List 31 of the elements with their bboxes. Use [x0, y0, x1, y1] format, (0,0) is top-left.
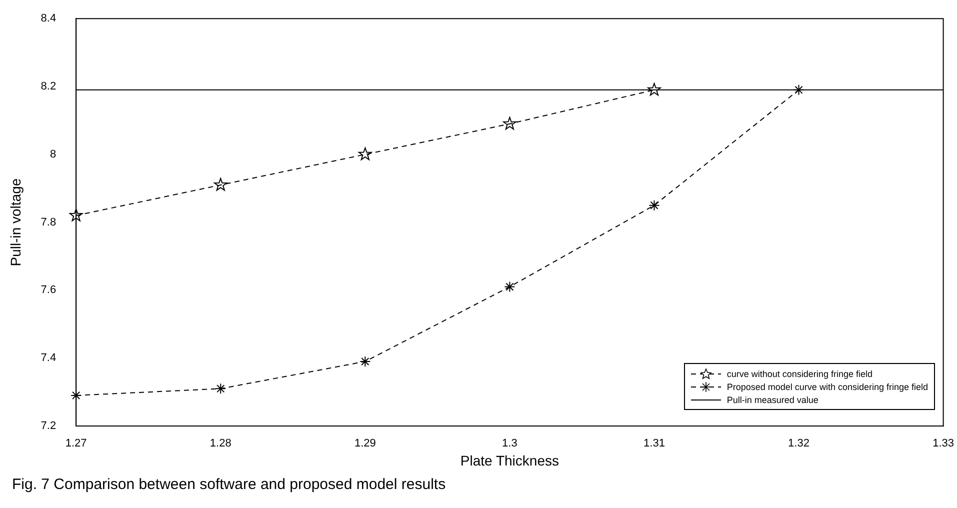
point: [360, 356, 371, 367]
x-tick-label: 1.29: [354, 438, 376, 450]
y-tick-label: 7.4: [40, 352, 56, 364]
y-tick-label: 7.8: [40, 216, 56, 228]
point: [69, 208, 83, 222]
y-tick-label: 8: [50, 148, 56, 160]
x-tick-label: 1.3: [502, 438, 518, 450]
y-tick-label: 7.2: [40, 420, 56, 432]
y-axis-title: Pull-in voltage: [7, 178, 24, 266]
point: [358, 147, 372, 160]
x-tick-label: 1.27: [65, 438, 87, 450]
point: [215, 383, 226, 394]
caption: Fig. 7 Comparison between software and proposed model results: [11, 475, 447, 493]
point: [648, 200, 660, 211]
point: [70, 390, 82, 401]
point: [648, 82, 661, 96]
point: [793, 84, 804, 96]
x-tick-label: 1.33: [932, 438, 954, 450]
legend-label: Proposed model curve with considering fringe field: [726, 382, 928, 392]
x-tick-label: 1.28: [210, 438, 232, 450]
point: [214, 178, 228, 191]
point: [504, 281, 516, 292]
point: [503, 116, 516, 130]
legend-label: curve without considering fringe field: [726, 368, 872, 378]
x-tick-label: 1.32: [788, 438, 810, 450]
y-tick-label: 8.4: [40, 12, 56, 25]
y-tick-label: 7.6: [40, 284, 56, 296]
x-tick-label: 1.31: [644, 438, 665, 450]
x-axis-title: Plate Thickness: [460, 452, 559, 468]
y-tick-label: 8.2: [40, 80, 56, 93]
legend-label: Pull-in measured value: [726, 394, 818, 404]
